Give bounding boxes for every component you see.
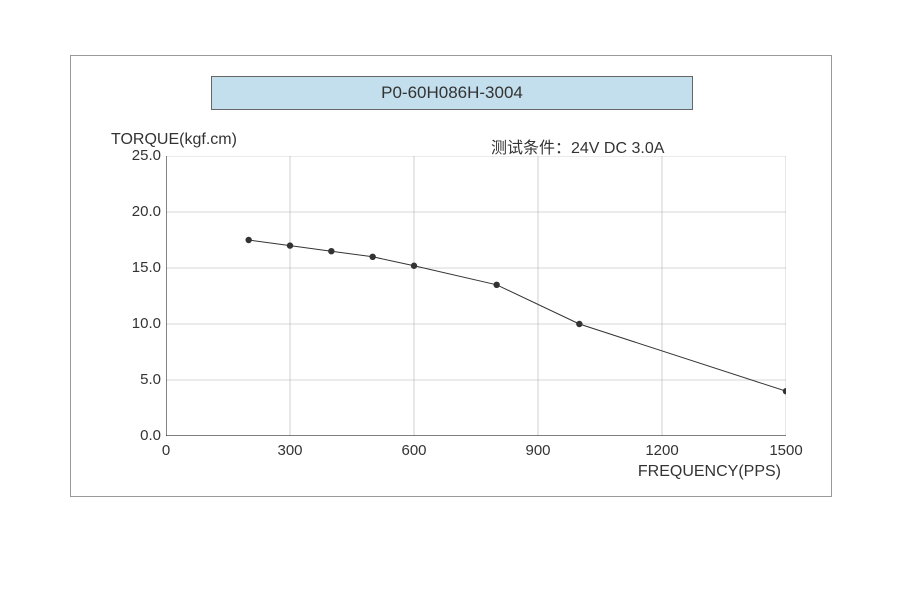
data-marker <box>328 248 334 254</box>
chart-frame: P0-60H086H-3004 TORQUE(kgf.cm) 测试条件：24V … <box>70 55 832 497</box>
data-marker <box>493 282 499 288</box>
y-tick-label: 20.0 <box>116 203 161 220</box>
data-marker <box>783 388 786 394</box>
test-condition: 测试条件：24V DC 3.0A <box>491 134 664 158</box>
data-line <box>249 240 786 391</box>
data-marker <box>576 321 582 327</box>
x-axis-label: FREQUENCY(PPS) <box>638 463 781 481</box>
data-marker <box>411 263 417 269</box>
x-tick-label: 900 <box>513 442 563 459</box>
x-tick-label: 1500 <box>761 442 811 459</box>
y-tick-label: 5.0 <box>116 371 161 388</box>
plot-area <box>166 156 786 436</box>
x-tick-label: 300 <box>265 442 315 459</box>
data-marker <box>245 237 251 243</box>
data-marker <box>369 254 375 260</box>
y-tick-label: 15.0 <box>116 259 161 276</box>
data-marker <box>287 242 293 248</box>
chart-title-box: P0-60H086H-3004 <box>211 76 693 110</box>
x-tick-label: 600 <box>389 442 439 459</box>
x-tick-label: 1200 <box>637 442 687 459</box>
x-tick-label: 0 <box>141 442 191 459</box>
y-tick-label: 25.0 <box>116 147 161 164</box>
y-tick-label: 10.0 <box>116 315 161 332</box>
chart-title: P0-60H086H-3004 <box>381 83 523 102</box>
